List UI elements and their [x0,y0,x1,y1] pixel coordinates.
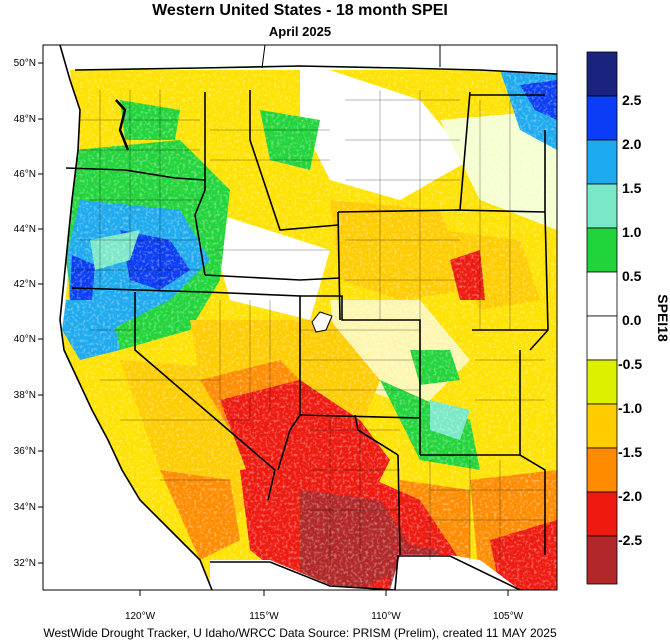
colorbar-label: 0.5 [622,268,642,284]
mexico-border [210,555,521,590]
colorbar-swatch [586,535,618,585]
lat-label: 50°N [14,58,36,69]
puget-sound [115,99,130,151]
colorbar-swatch [586,359,618,405]
colorbar: 2.5 2.0 1.5 1.0 0.5 0.0 -0.5 -1.0 -1.5 -… [586,51,670,585]
map-frame [42,44,558,591]
coastline [59,45,213,590]
lat-label: 44°N [14,224,36,235]
lon-label: 120°W [125,611,156,622]
colorbar-swatch [586,227,618,273]
colorbar-swatch [586,315,618,361]
colorbar-title: SPEI18 [655,294,670,342]
county-lines [72,90,545,560]
lat-label: 48°N [14,114,36,125]
map-subtitle: April 2025 [268,24,332,39]
colorbar-label: -0.5 [618,356,642,372]
colorbar-label: -1.5 [618,444,642,460]
colorbar-label: 2.5 [622,92,642,108]
lat-label: 36°N [14,446,36,457]
lon-label: 110°W [371,611,401,622]
great-salt-lake [311,311,333,333]
province-lines [261,45,441,69]
colorbar-label: 0.0 [622,312,642,328]
lat-label: 32°N [14,558,36,569]
canada-border [74,65,557,75]
colorbar-label: 1.0 [622,224,642,240]
colorbar-label: 2.0 [622,136,642,152]
colorbar-swatch [586,271,618,317]
colorbar-swatch [586,183,618,229]
latitude-axis: 50°N 48°N 46°N 44°N 42°N 40°N 38°N 36°N … [14,58,43,569]
colorbar-label: -1.0 [618,400,642,416]
colorbar-swatch [586,139,618,185]
colorbar-swatch [586,51,618,97]
state-boundaries [65,90,549,556]
lon-label: 105°W [493,611,524,622]
colorbar-swatch [586,403,618,449]
lat-label: 46°N [14,169,36,180]
colorbar-swatch [586,491,618,537]
longitude-axis: 120°W 115°W 110°W 105°W [125,590,524,622]
colorbar-label: 1.5 [622,180,642,196]
colorbar-label: -2.0 [618,488,642,504]
lon-label: 115°W [249,611,279,622]
map-title: Western United States - 18 month SPEI [152,2,448,19]
lat-label: 38°N [14,390,36,401]
lat-label: 34°N [14,502,36,513]
colorbar-label: -2.5 [618,532,642,548]
spei-field [43,45,557,590]
colorbar-swatch [586,447,618,493]
credit-line: WestWide Drought Tracker, U Idaho/WRCC D… [43,626,557,640]
lat-label: 40°N [14,334,36,345]
colorbar-swatch [586,95,618,141]
lat-label: 42°N [14,279,36,290]
